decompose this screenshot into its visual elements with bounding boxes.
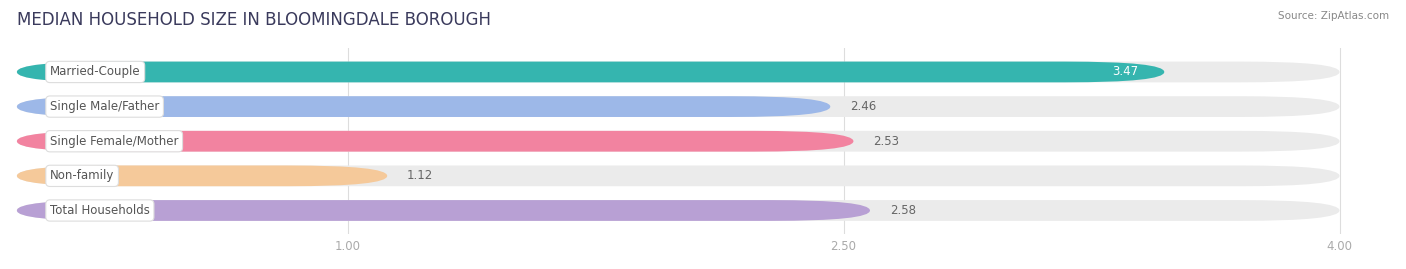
Text: Total Households: Total Households (51, 204, 150, 217)
Text: Single Female/Mother: Single Female/Mother (51, 135, 179, 148)
Text: Source: ZipAtlas.com: Source: ZipAtlas.com (1278, 11, 1389, 21)
FancyBboxPatch shape (17, 131, 1340, 152)
Text: 2.58: 2.58 (890, 204, 915, 217)
Text: Non-family: Non-family (51, 169, 114, 182)
FancyBboxPatch shape (17, 96, 1340, 117)
Text: 1.12: 1.12 (408, 169, 433, 182)
Text: 2.53: 2.53 (873, 135, 900, 148)
Text: MEDIAN HOUSEHOLD SIZE IN BLOOMINGDALE BOROUGH: MEDIAN HOUSEHOLD SIZE IN BLOOMINGDALE BO… (17, 11, 491, 29)
Text: Married-Couple: Married-Couple (51, 65, 141, 79)
FancyBboxPatch shape (17, 165, 387, 186)
FancyBboxPatch shape (17, 131, 853, 152)
FancyBboxPatch shape (17, 200, 1340, 221)
FancyBboxPatch shape (17, 62, 1164, 82)
FancyBboxPatch shape (17, 62, 1340, 82)
FancyBboxPatch shape (17, 165, 1340, 186)
FancyBboxPatch shape (17, 200, 870, 221)
FancyBboxPatch shape (17, 96, 831, 117)
Text: 2.46: 2.46 (851, 100, 876, 113)
Text: Single Male/Father: Single Male/Father (51, 100, 159, 113)
Text: 3.47: 3.47 (1112, 65, 1137, 79)
